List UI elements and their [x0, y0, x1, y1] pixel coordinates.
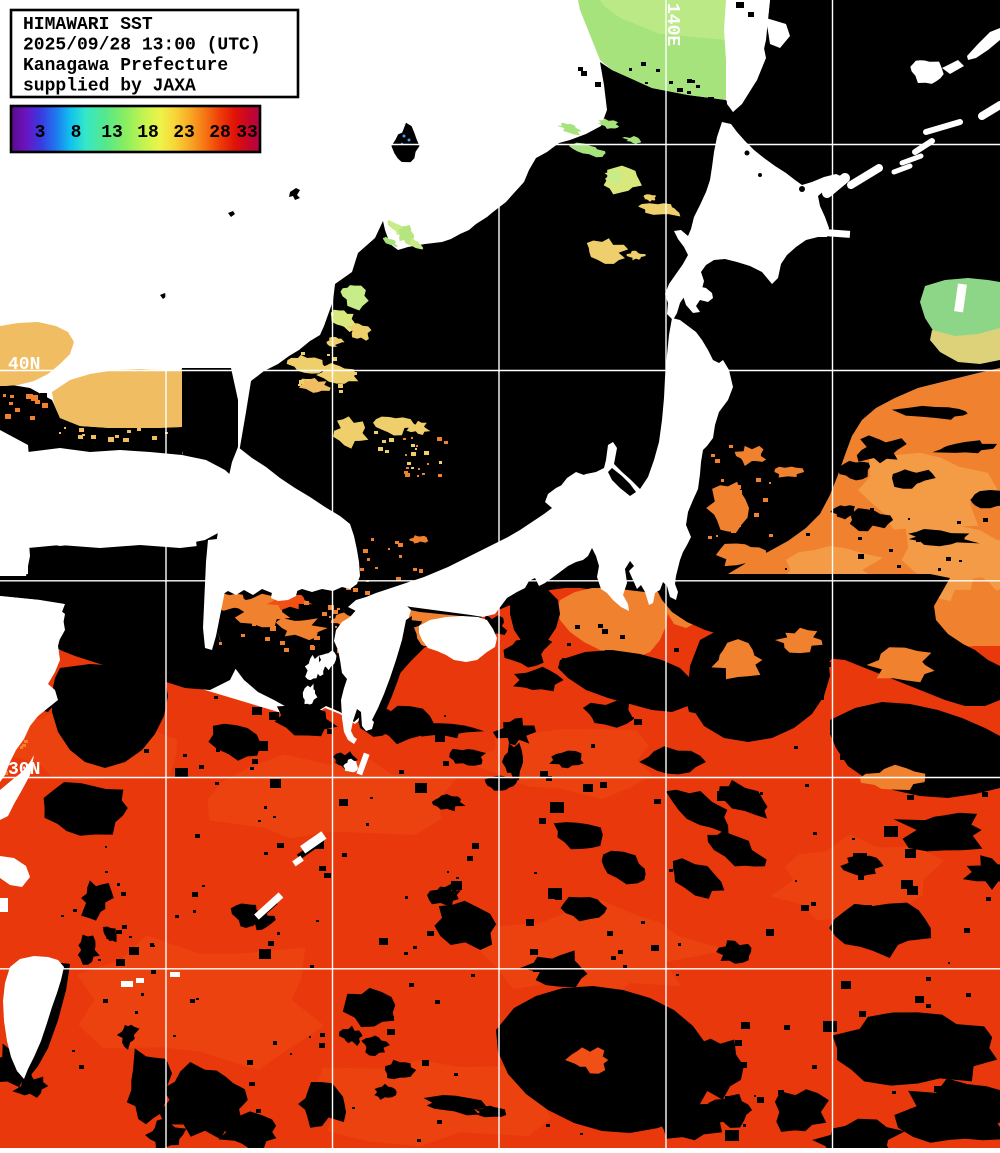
svg-text:40N: 40N [8, 355, 40, 375]
svg-text:13: 13 [101, 123, 123, 143]
svg-text:30N: 30N [8, 760, 40, 780]
svg-text:Kanagawa Prefecture: Kanagawa Prefecture [23, 56, 228, 76]
svg-text:2025/09/28 13:00 (UTC): 2025/09/28 13:00 (UTC) [23, 36, 261, 56]
svg-text:18: 18 [137, 123, 159, 143]
svg-text:8: 8 [71, 123, 82, 143]
svg-text:28: 28 [209, 123, 231, 143]
svg-text:HIMAWARI SST: HIMAWARI SST [23, 15, 153, 35]
svg-text:23: 23 [173, 123, 195, 143]
svg-text:33: 33 [236, 123, 258, 143]
svg-text:140E: 140E [662, 3, 682, 46]
svg-text:supplied by JAXA: supplied by JAXA [23, 77, 196, 97]
svg-text:3: 3 [35, 123, 46, 143]
